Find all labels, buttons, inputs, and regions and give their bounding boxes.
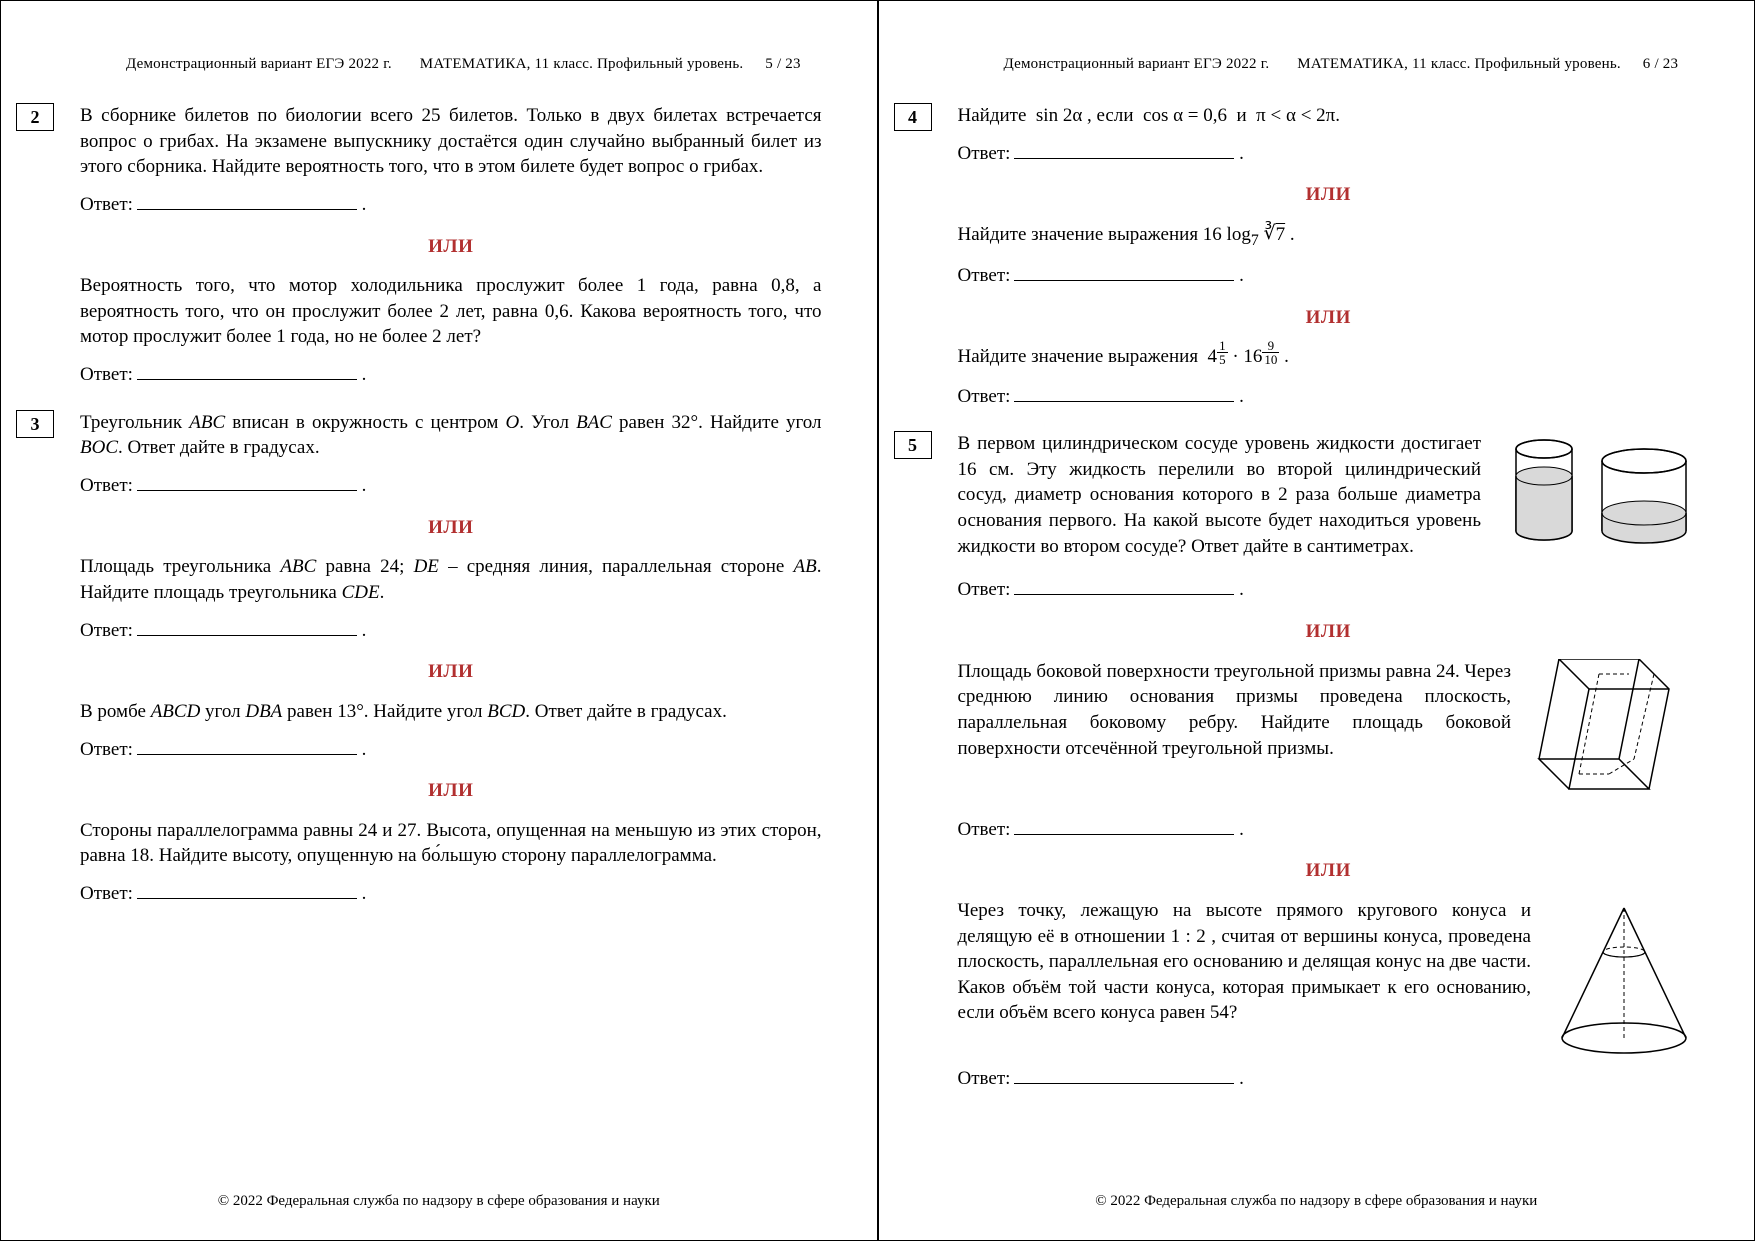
answer-line: Ответ: . (958, 1064, 1700, 1092)
page-spread: Демонстрационный вариант ЕГЭ 2022 г. МАТ… (0, 0, 1755, 1241)
footer-left: © 2022 Федеральная служба по надзору в с… (56, 1193, 822, 1220)
answer-line: Ответ: . (80, 879, 822, 907)
header-left: Демонстрационный вариант ЕГЭ 2022 г. МАТ… (56, 56, 822, 73)
header-variant: Демонстрационный вариант ЕГЭ 2022 г. (126, 56, 392, 72)
task-4: 4 Найдите sin 2α , если cos α = 0,6 и π … (934, 103, 1700, 425)
answer-blank (137, 190, 357, 210)
task-5: 5 В первом цилиндрическом сосуде уровень… (934, 431, 1700, 1107)
answer-line: Ответ: . (958, 382, 1700, 410)
answer-line: Ответ: . (80, 360, 822, 388)
or-separator: ИЛИ (80, 515, 822, 541)
task-with-figure: В первом цилиндрическом сосуде уровень ж… (958, 431, 1700, 569)
task-number: 3 (16, 410, 54, 438)
or-separator: ИЛИ (958, 182, 1700, 208)
task-number: 5 (894, 431, 932, 459)
header-page-number: 5 / 23 (765, 56, 800, 72)
task-body: В первом цилиндрическом сосуде уровень ж… (958, 431, 1700, 1107)
footer-right: © 2022 Федеральная служба по надзору в с… (934, 1193, 1700, 1220)
paragraph: Стороны параллелограмма равны 24 и 27. В… (80, 818, 822, 869)
task-3: 3 Треугольник ABC вписан в окружность с … (56, 410, 822, 923)
content-right: 4 Найдите sin 2α , если cos α = 0,6 и π … (934, 103, 1700, 1193)
header-page-number: 6 / 23 (1643, 56, 1678, 72)
paragraph: В первом цилиндрическом сосуде уровень ж… (958, 431, 1482, 559)
header-right: Демонстрационный вариант ЕГЭ 2022 г. МАТ… (934, 56, 1700, 73)
paragraph: Площадь треугольника ABC равна 24; DE – … (80, 554, 822, 605)
header-subject: МАТЕМАТИКА, 11 класс. Профильный уровень… (420, 56, 744, 72)
answer-line: Ответ: . (80, 190, 822, 218)
or-separator: ИЛИ (958, 619, 1700, 645)
answer-line: Ответ: . (958, 815, 1700, 843)
figure-cylinders (1499, 431, 1699, 551)
answer-blank (1014, 815, 1234, 835)
paragraph: Вероятность того, что мотор холодильника… (80, 273, 822, 350)
or-separator: ИЛИ (80, 778, 822, 804)
answer-line: Ответ: . (80, 471, 822, 499)
task-body: Треугольник ABC вписан в окружность с це… (80, 410, 822, 923)
answer-blank (137, 616, 357, 636)
figure-cone (1549, 898, 1699, 1058)
paragraph: Найдите значение выражения 16 log7 ∛7 . (958, 222, 1700, 251)
or-separator: ИЛИ (80, 659, 822, 685)
paragraph: Найдите значение выражения 415 · 16910 . (958, 344, 1700, 371)
page-left: Демонстрационный вариант ЕГЭ 2022 г. МАТ… (0, 0, 878, 1241)
task-2: 2 В сборнике билетов по биологии всего 2… (56, 103, 822, 404)
paragraph: Через точку, лежащую на высоте прямого к… (958, 898, 1532, 1026)
answer-line: Ответ: . (80, 735, 822, 763)
task-number: 4 (894, 103, 932, 131)
answer-blank (137, 360, 357, 380)
figure-prism (1529, 659, 1699, 809)
paragraph: Площадь боковой поверхности треугольной … (958, 659, 1512, 762)
content-left: 2 В сборнике билетов по биологии всего 2… (56, 103, 822, 1193)
task-body: Найдите sin 2α , если cos α = 0,6 и π < … (958, 103, 1700, 425)
page-right: Демонстрационный вариант ЕГЭ 2022 г. МАТ… (878, 0, 1755, 1241)
task-with-figure: Площадь боковой поверхности треугольной … (958, 659, 1700, 809)
answer-blank (1014, 139, 1234, 159)
header-subject: МАТЕМАТИКА, 11 класс. Профильный уровень… (1297, 56, 1621, 72)
or-separator: ИЛИ (80, 234, 822, 260)
paragraph: Треугольник ABC вписан в окружность с це… (80, 410, 822, 461)
answer-line: Ответ: . (958, 575, 1700, 603)
paragraph: Найдите sin 2α , если cos α = 0,6 и π < … (958, 103, 1700, 129)
answer-line: Ответ: . (958, 261, 1700, 289)
task-body: В сборнике билетов по биологии всего 25 … (80, 103, 822, 404)
or-separator: ИЛИ (958, 305, 1700, 331)
answer-blank (137, 735, 357, 755)
or-separator: ИЛИ (958, 858, 1700, 884)
answer-line: Ответ: . (958, 139, 1700, 167)
answer-blank (1014, 382, 1234, 402)
answer-blank (137, 471, 357, 491)
paragraph: В ромбе ABCD угол DBA равен 13°. Найдите… (80, 699, 822, 725)
answer-blank (1014, 1064, 1234, 1084)
answer-blank (1014, 575, 1234, 595)
paragraph: В сборнике билетов по биологии всего 25 … (80, 103, 822, 180)
task-with-figure: Через точку, лежащую на высоте прямого к… (958, 898, 1700, 1058)
task-number: 2 (16, 103, 54, 131)
answer-blank (137, 879, 357, 899)
answer-line: Ответ: . (80, 616, 822, 644)
header-variant: Демонстрационный вариант ЕГЭ 2022 г. (1004, 56, 1270, 72)
answer-blank (1014, 261, 1234, 281)
